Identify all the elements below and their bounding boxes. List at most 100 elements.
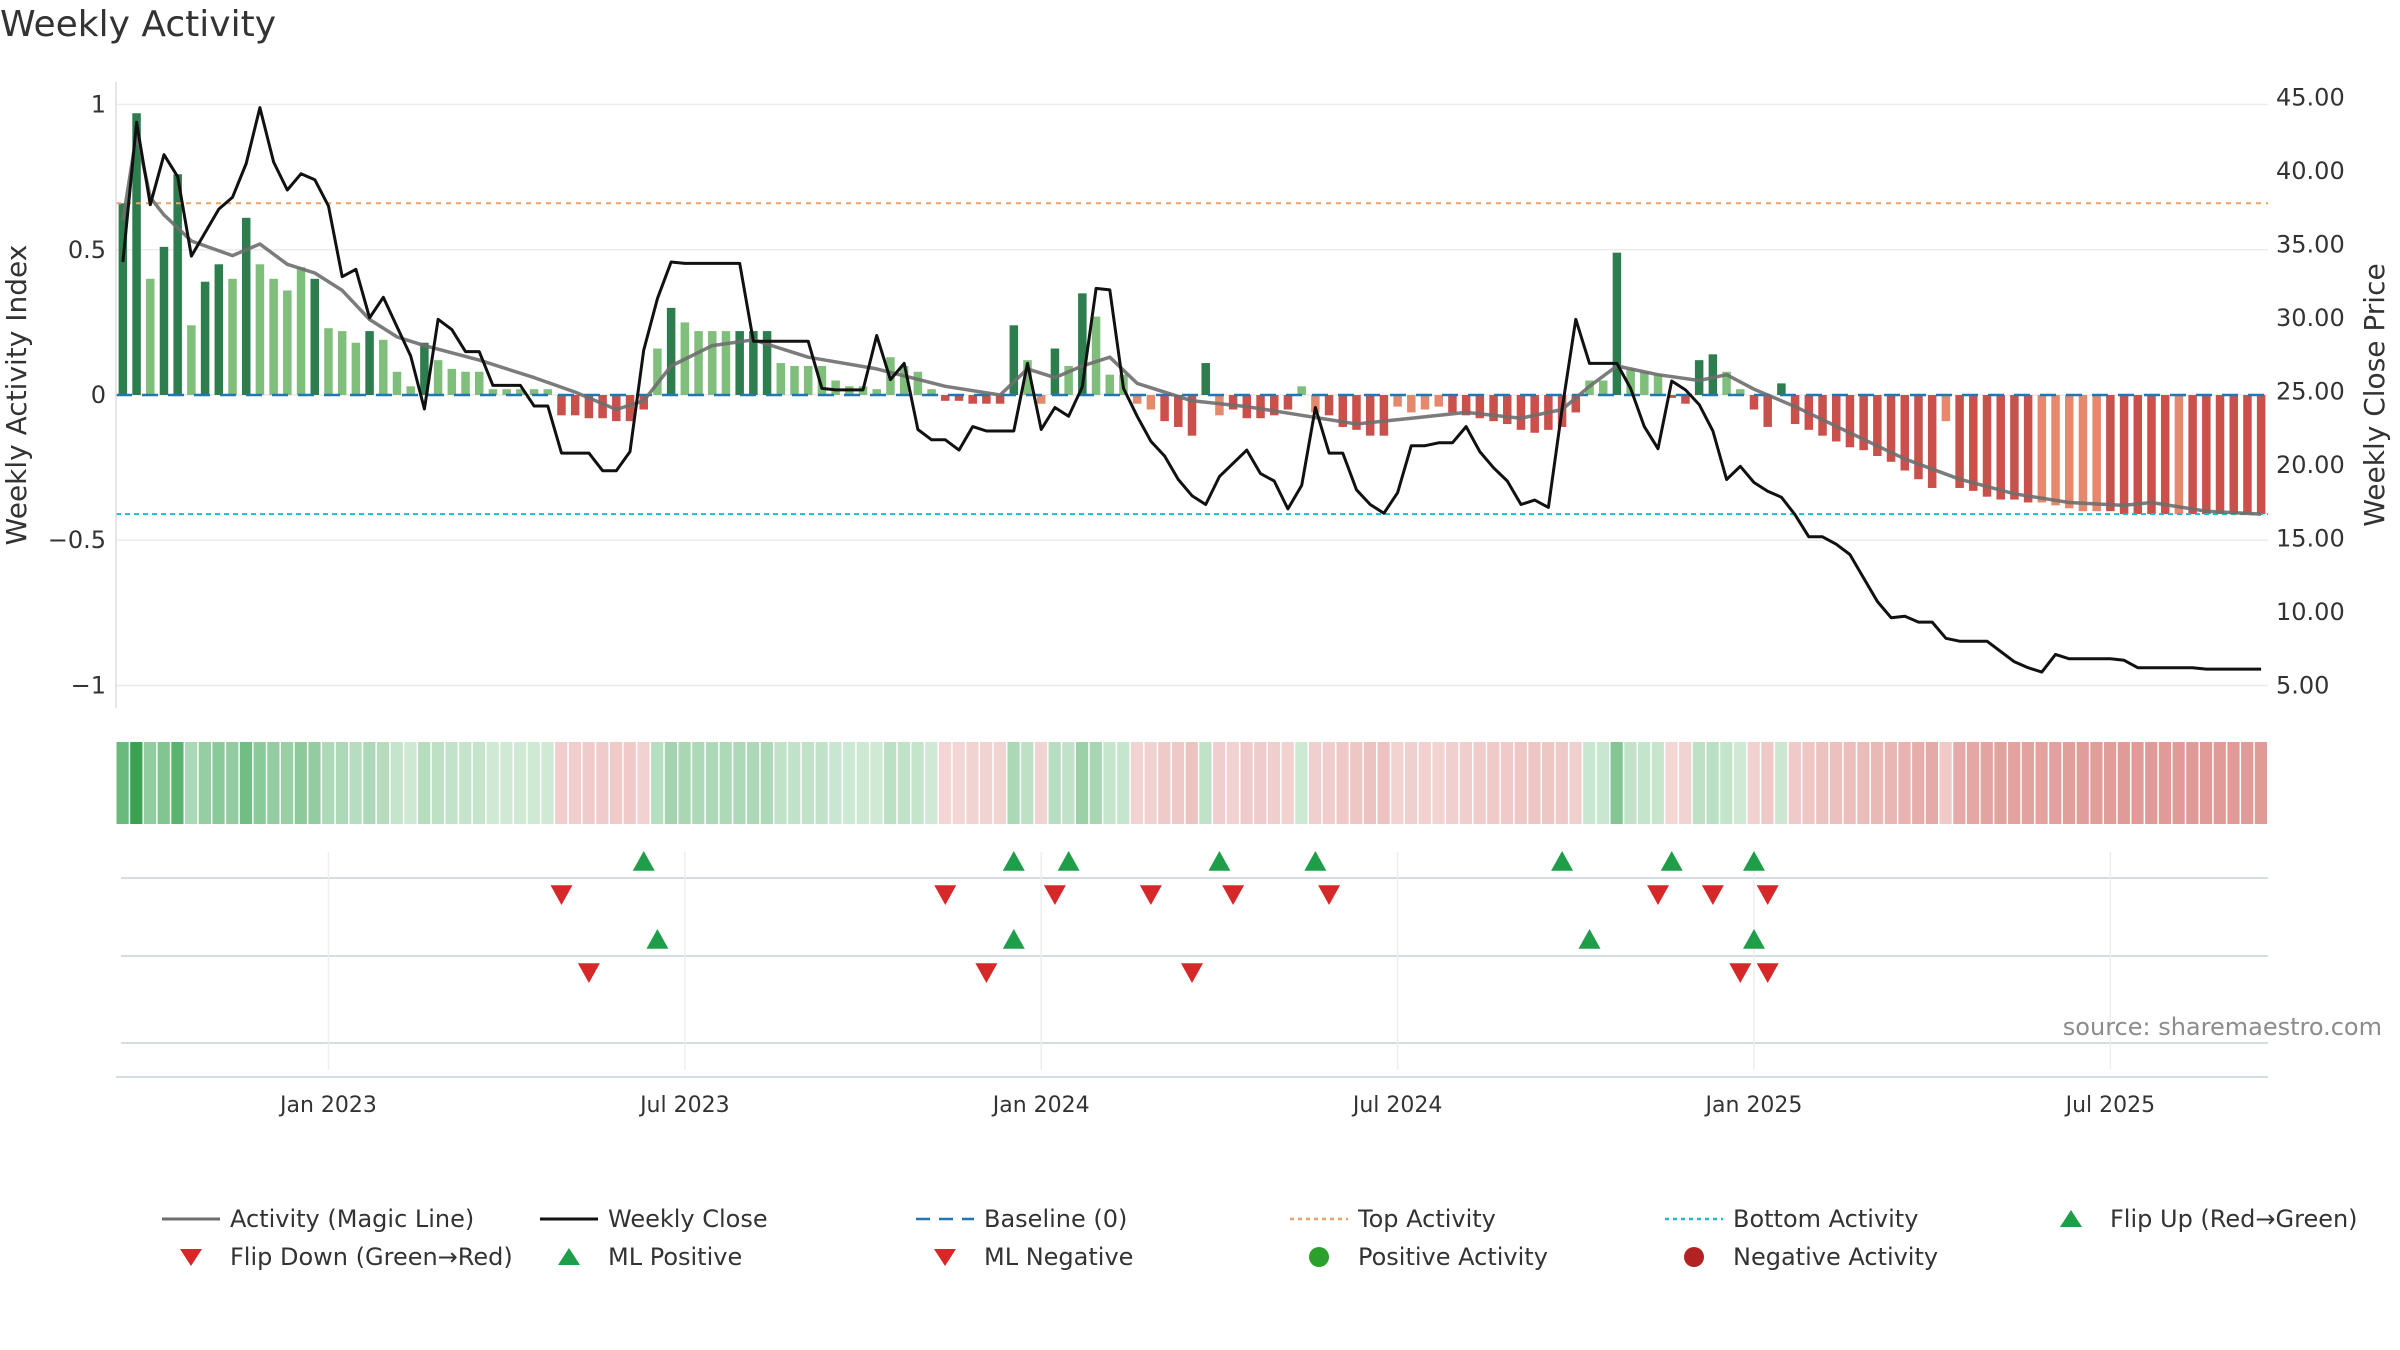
heat-cell <box>1473 742 1486 824</box>
green-triangle-up-icon <box>2060 1210 2082 1227</box>
x-tick-label: Jul 2025 <box>2064 1093 2156 1118</box>
heat-cell <box>692 742 705 824</box>
activity-bar <box>1694 360 1704 395</box>
orange-dot-icon <box>1290 1217 1348 1221</box>
activity-bar <box>968 395 977 404</box>
heat-cell <box>842 742 856 824</box>
heat-cell <box>1281 742 1294 824</box>
activity-bar <box>625 395 635 422</box>
activity-bar <box>2064 395 2074 509</box>
heat-cell <box>2199 742 2213 824</box>
activity-bar <box>1228 395 1238 410</box>
heat-cell <box>911 742 924 824</box>
heat-cell <box>788 742 801 824</box>
activity-bar <box>1489 395 1498 422</box>
activity-bar <box>1845 395 1855 448</box>
heat-cell <box>1254 742 1267 824</box>
legend-item: Negative Activity <box>1663 1243 1938 1271</box>
flip-down-marker <box>1139 885 1162 905</box>
heat-cell <box>280 742 294 824</box>
flip-up-marker <box>1057 851 1080 871</box>
legend-label: ML Negative <box>984 1243 1134 1271</box>
activity-bar <box>1667 395 1676 398</box>
activity-bar <box>1009 325 1019 395</box>
activity-bar <box>1886 395 1896 462</box>
activity-bar <box>2215 395 2225 515</box>
legend-label: Flip Up (Red→Green) <box>2110 1205 2358 1233</box>
activity-bar <box>488 389 498 395</box>
activity-bar <box>1598 380 1608 395</box>
activity-bar <box>1064 365 1073 395</box>
activity-bar <box>708 331 717 395</box>
legend-label: Positive Activity <box>1358 1243 1548 1271</box>
heat-cell <box>2227 742 2240 824</box>
activity-bar <box>1187 395 1197 436</box>
activity-bar <box>1982 395 1992 497</box>
heat-cell <box>1089 742 1102 824</box>
heat-cell <box>335 742 349 824</box>
heat-cell <box>1706 742 1719 824</box>
heat-cell <box>1226 742 1239 824</box>
activity-bar <box>1036 395 1046 404</box>
activity-bar <box>1941 395 1951 422</box>
activity-bar <box>228 278 237 395</box>
heat-cell <box>2117 742 2130 824</box>
heat-cell <box>2145 742 2158 824</box>
heat-cell <box>431 742 444 824</box>
heat-cell <box>1843 742 1856 824</box>
heat-cell <box>1514 742 1527 824</box>
heat-cell <box>2090 742 2103 824</box>
heat-cell <box>185 742 198 824</box>
activity-bar <box>379 339 388 395</box>
y-tick-label: −1 <box>71 671 106 699</box>
gray-line-icon <box>162 1217 220 1221</box>
legend-item: ML Negative <box>914 1243 1133 1271</box>
heat-cell <box>1322 742 1335 824</box>
activity-bar <box>269 278 278 395</box>
heat-cell <box>2049 742 2062 824</box>
heat-cell <box>1158 742 1171 824</box>
heat-cell <box>1761 742 1774 824</box>
legend-label: Weekly Close <box>608 1205 768 1233</box>
heat-cell <box>1692 742 1706 824</box>
heat-cell <box>267 742 280 824</box>
heat-cell <box>1953 742 1966 824</box>
heat-cell <box>143 742 157 824</box>
activity-bar <box>803 365 813 395</box>
y2-tick-label: 25.00 <box>2276 377 2345 405</box>
activity-bar <box>1174 395 1183 427</box>
heat-cell <box>1925 742 1939 824</box>
activity-bar <box>2256 395 2266 515</box>
activity-bar <box>1338 395 1348 427</box>
activity-bar <box>543 389 553 395</box>
heat-cell <box>116 742 129 824</box>
heat-cell <box>582 742 595 824</box>
flip-down-marker <box>1318 885 1341 905</box>
activity-bar <box>159 246 169 395</box>
activity-bar <box>310 278 320 395</box>
heat-cell <box>294 742 307 824</box>
heat-cell <box>952 742 965 824</box>
heat-cell <box>1130 742 1144 824</box>
heat-cell <box>1802 742 1815 824</box>
activity-bar <box>187 325 196 395</box>
heat-cell <box>130 742 143 824</box>
legend-item: Activity (Magic Line) <box>160 1205 474 1233</box>
heat-cell <box>349 742 362 824</box>
x-tick-label: Jan 2023 <box>278 1093 377 1118</box>
activity-bar <box>982 395 991 404</box>
activity-bar <box>214 264 224 395</box>
heat-cell <box>760 742 773 824</box>
heat-cell <box>2062 742 2076 824</box>
heat-cell <box>555 742 568 824</box>
heat-cell <box>705 742 719 824</box>
legend-label: Baseline (0) <box>984 1205 1128 1233</box>
activity-bar <box>1681 395 1690 404</box>
activity-bar <box>1653 374 1663 395</box>
activity-bar <box>283 290 292 395</box>
activity-bar <box>2229 395 2238 515</box>
heat-cell <box>1309 742 1322 824</box>
activity-heat-strip <box>116 742 2267 824</box>
heat-cell <box>1199 742 1212 824</box>
legend-label: Negative Activity <box>1733 1243 1939 1271</box>
